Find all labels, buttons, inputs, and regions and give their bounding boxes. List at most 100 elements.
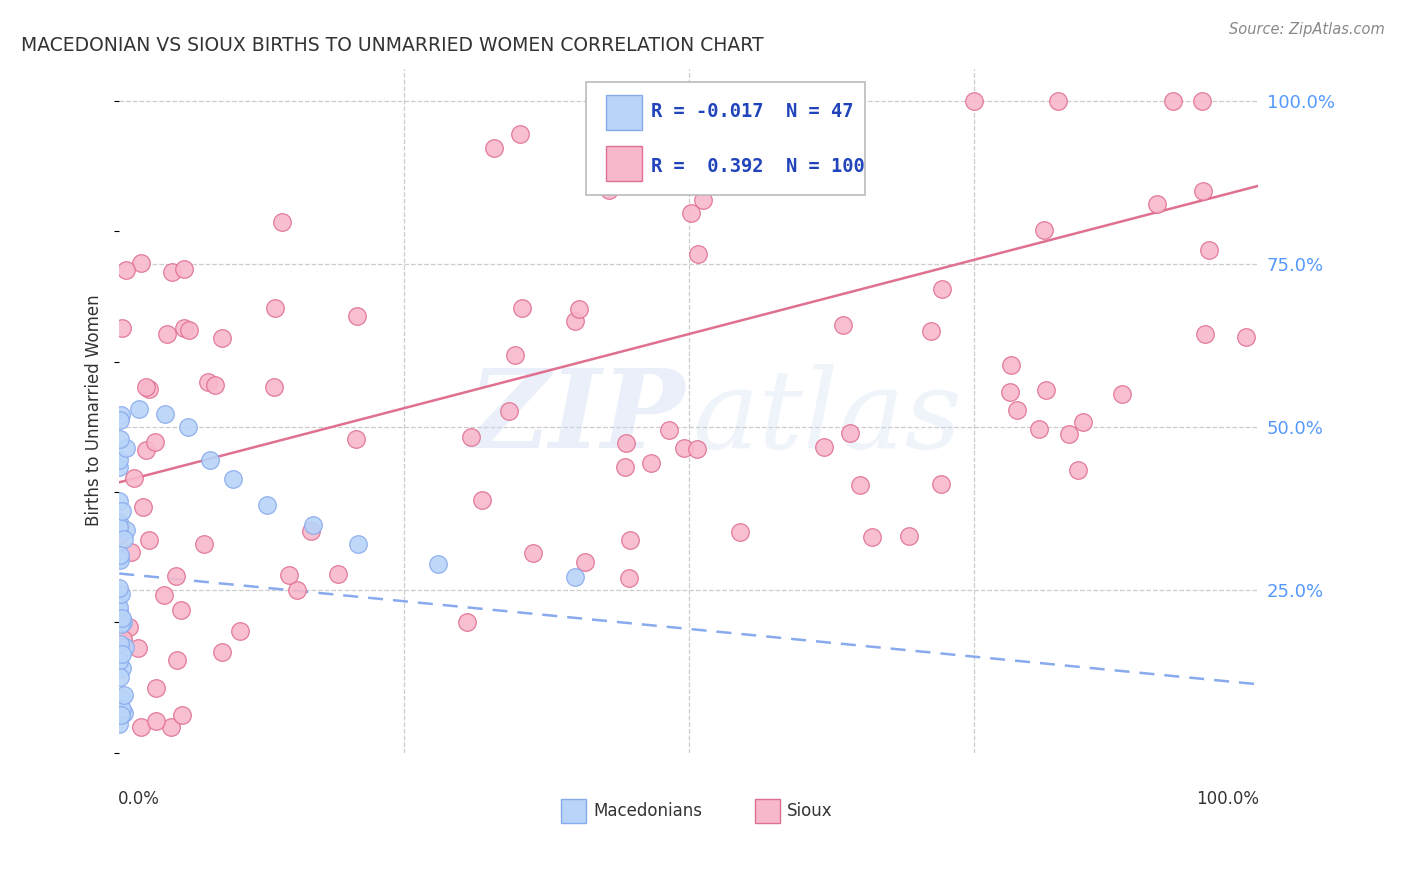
Point (619, 533, 641, 547)
FancyBboxPatch shape (606, 145, 643, 181)
Point (143, 435, 166, 450)
Point (1066, 463, 1088, 477)
Point (471, 493, 494, 508)
Point (509, 127, 531, 141)
Point (204, 378, 226, 392)
Point (173, 320, 195, 334)
Point (460, 429, 482, 443)
Point (728, 524, 751, 539)
Point (998, 384, 1021, 399)
Point (153, 407, 176, 421)
Point (145, 681, 167, 695)
Point (568, 301, 591, 316)
Point (156, 327, 179, 342)
Point (256, 498, 278, 512)
Point (278, 568, 301, 582)
Point (848, 477, 870, 491)
Point (921, 324, 943, 338)
Point (110, 616, 132, 631)
Point (115, 263, 138, 277)
Point (697, 175, 720, 189)
Point (263, 380, 285, 394)
Point (112, 532, 135, 546)
Point (1161, 94, 1184, 108)
Point (108, 604, 131, 618)
Point (838, 425, 860, 440)
Text: Source: ZipAtlas.com: Source: ZipAtlas.com (1229, 22, 1385, 37)
Point (346, 310, 368, 324)
Point (271, 215, 294, 229)
Point (344, 432, 367, 446)
Text: 100.0%: 100.0% (1197, 790, 1260, 808)
Point (110, 708, 132, 723)
Point (108, 453, 131, 467)
Text: 0.0%: 0.0% (118, 790, 160, 808)
Point (347, 537, 370, 551)
Y-axis label: Births to Unmarried Women: Births to Unmarried Women (86, 295, 103, 526)
Point (170, 603, 193, 617)
Point (108, 654, 131, 668)
Point (108, 548, 131, 562)
Point (299, 524, 322, 539)
Point (1035, 384, 1057, 398)
Point (200, 452, 222, 467)
Point (108, 553, 131, 567)
Point (112, 688, 135, 702)
Point (1194, 327, 1216, 342)
Point (177, 323, 200, 337)
Point (152, 588, 174, 602)
Point (285, 583, 308, 598)
Point (108, 582, 131, 596)
Point (108, 706, 131, 721)
Point (640, 456, 662, 470)
Point (111, 647, 134, 661)
Point (522, 546, 544, 560)
Point (128, 401, 150, 416)
Point (110, 587, 132, 601)
Text: MACEDONIAN VS SIOUX BIRTHS TO UNMARRIED WOMEN CORRELATION CHART: MACEDONIAN VS SIOUX BIRTHS TO UNMARRIED … (21, 36, 763, 54)
Point (108, 550, 131, 565)
Point (860, 530, 883, 544)
Point (145, 714, 167, 728)
Text: ZIP: ZIP (468, 364, 686, 471)
Point (108, 520, 131, 534)
Text: R = -0.017  N = 47: R = -0.017 N = 47 (651, 102, 853, 121)
Point (456, 615, 478, 629)
Point (110, 702, 132, 716)
Point (138, 533, 160, 547)
Point (564, 570, 586, 584)
FancyBboxPatch shape (561, 798, 586, 823)
Point (114, 706, 136, 720)
Point (108, 528, 131, 542)
Point (108, 637, 131, 651)
Point (897, 529, 920, 543)
Point (1191, 94, 1213, 108)
Point (108, 459, 131, 474)
Point (813, 440, 835, 454)
Point (1005, 403, 1028, 417)
Point (503, 347, 526, 361)
Point (616, 435, 638, 450)
Point (564, 314, 586, 328)
Point (110, 408, 132, 422)
Point (176, 420, 198, 434)
Point (108, 717, 131, 731)
Point (173, 261, 195, 276)
Point (172, 708, 194, 723)
Point (132, 500, 155, 514)
Point (108, 413, 131, 427)
Point (108, 515, 131, 529)
Text: Macedonians: Macedonians (593, 802, 702, 820)
Point (614, 459, 637, 474)
Point (193, 537, 215, 551)
Point (118, 620, 141, 634)
Text: atlas: atlas (692, 364, 962, 471)
Text: R =  0.392  N = 100: R = 0.392 N = 100 (651, 157, 865, 176)
Point (114, 640, 136, 654)
Point (1057, 427, 1080, 442)
Point (120, 545, 142, 559)
Point (108, 588, 131, 602)
Point (510, 301, 533, 315)
FancyBboxPatch shape (755, 798, 780, 823)
Point (929, 477, 952, 491)
